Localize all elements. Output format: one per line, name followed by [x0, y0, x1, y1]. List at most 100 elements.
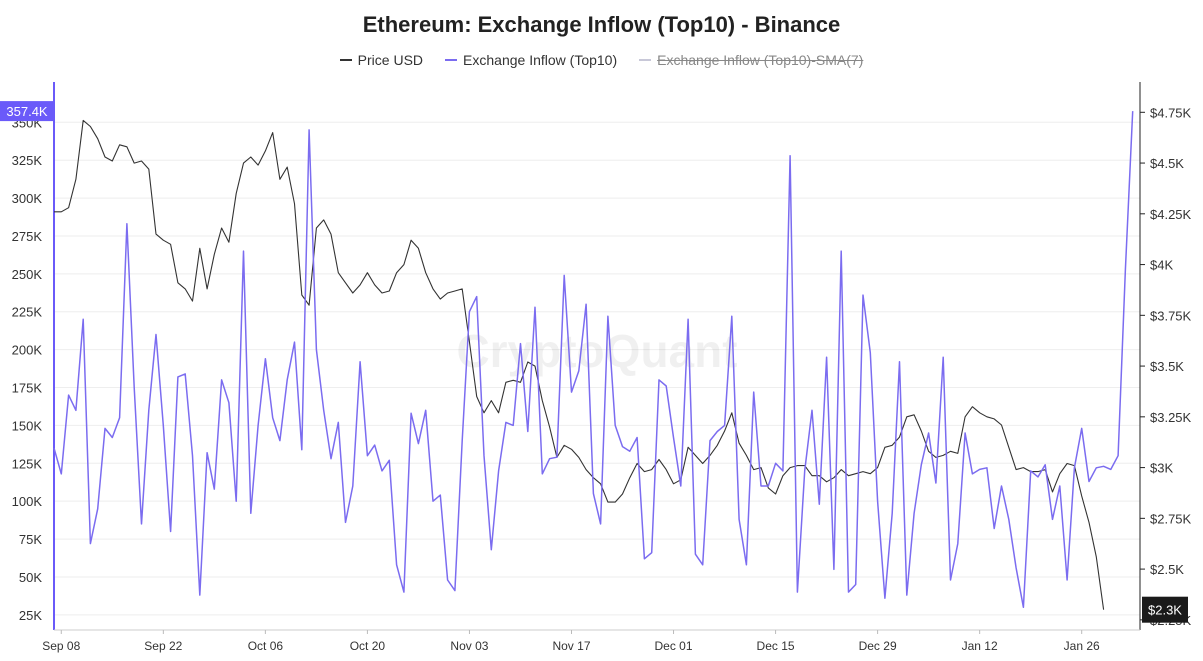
price-point-70 — [563, 444, 566, 447]
price-point-60 — [490, 399, 493, 402]
inflow-point-105 — [818, 503, 821, 506]
legend-item-price[interactable]: Price USD — [339, 52, 423, 68]
price-point-111 — [861, 470, 864, 473]
price-point-128 — [985, 415, 988, 418]
inflow-point-52 — [431, 500, 434, 503]
inflow-point-146 — [1117, 454, 1120, 457]
inflow-point-26 — [242, 250, 245, 253]
price-point-64 — [519, 381, 522, 384]
price-point-5 — [89, 125, 92, 128]
inflow-point-54 — [446, 578, 449, 581]
inflow-point-51 — [424, 409, 427, 412]
y-right-tick-4: $3.25K — [1150, 410, 1192, 425]
price-point-16 — [169, 243, 172, 246]
inflow-point-39 — [337, 421, 340, 424]
price-point-63 — [512, 379, 515, 382]
y-right-tick-6: $3.75K — [1150, 308, 1192, 323]
inflow-point-16 — [169, 530, 172, 533]
inflow-point-28 — [257, 424, 260, 427]
y-left-tick-3: 100K — [12, 494, 43, 509]
inflow-point-144 — [1102, 465, 1105, 468]
inflow-point-121 — [934, 481, 937, 484]
y-left-badge-label: 357.4K — [6, 104, 48, 119]
inflow-point-3 — [74, 409, 77, 412]
inflow-point-9 — [118, 416, 121, 419]
x-tick-7: Dec 15 — [757, 639, 795, 653]
inflow-point-46 — [388, 459, 391, 462]
inflow-point-41 — [351, 484, 354, 487]
inflow-point-142 — [1087, 480, 1090, 483]
price-point-76 — [606, 501, 609, 504]
price-point-119 — [920, 429, 923, 432]
price-point-142 — [1087, 521, 1090, 524]
inflow-point-90 — [708, 439, 711, 442]
inflow-point-127 — [978, 468, 981, 471]
legend-item-inflow-sma[interactable]: Exchange Inflow (Top10)-SMA(7) — [639, 52, 863, 68]
price-point-127 — [978, 411, 981, 414]
inflow-point-139 — [1066, 578, 1069, 581]
price-point-125 — [964, 415, 967, 418]
inflow-point-116 — [898, 360, 901, 363]
price-point-95 — [745, 454, 748, 457]
price-point-116 — [898, 436, 901, 439]
y-left-tick-5: 150K — [12, 418, 43, 433]
y-left-badge-bg — [0, 101, 54, 122]
inflow-point-113 — [876, 500, 879, 503]
inflow-point-132 — [1015, 566, 1018, 569]
inflow-point-135 — [1036, 475, 1039, 478]
inflow-point-78 — [621, 445, 624, 448]
inflow-point-92 — [723, 424, 726, 427]
price-point-1 — [60, 210, 63, 213]
y-right-tick-5: $3.5K — [1150, 359, 1184, 374]
inflow-point-22 — [213, 488, 216, 491]
price-point-144 — [1102, 608, 1105, 611]
price-point-112 — [869, 472, 872, 475]
inflow-point-48 — [402, 591, 405, 594]
price-point-89 — [701, 462, 704, 465]
inflow-point-38 — [329, 457, 332, 460]
inflow-point-10 — [125, 222, 128, 225]
inflow-point-93 — [730, 315, 733, 318]
inflow-point-8 — [111, 436, 114, 439]
price-point-55 — [453, 289, 456, 292]
price-point-28 — [257, 164, 260, 167]
inflow-point-138 — [1058, 484, 1061, 487]
price-point-27 — [249, 155, 252, 158]
price-point-108 — [840, 468, 843, 471]
price-point-56 — [461, 287, 464, 290]
inflow-point-123 — [949, 578, 952, 581]
y-left-tick-2: 75K — [19, 532, 42, 547]
x-tick-2: Oct 06 — [248, 639, 284, 653]
inflow-point-83 — [657, 378, 660, 381]
inflow-point-67 — [541, 472, 544, 475]
price-point-42 — [359, 283, 362, 286]
inflow-point-88 — [694, 553, 697, 556]
inflow-point-19 — [191, 454, 194, 457]
inflow-point-32 — [286, 378, 289, 381]
inflow-point-128 — [985, 466, 988, 469]
legend-item-inflow[interactable]: Exchange Inflow (Top10) — [445, 52, 617, 68]
y-right-tick-10: $4.75K — [1150, 105, 1192, 120]
inflow-point-7 — [103, 427, 106, 430]
inflow-point-102 — [796, 591, 799, 594]
inflow-point-0 — [52, 447, 55, 450]
chart-legend: Price USD Exchange Inflow (Top10) Exchan… — [0, 52, 1203, 68]
inflow-point-110 — [854, 583, 857, 586]
inflow-point-99 — [774, 462, 777, 465]
inflow-point-73 — [585, 303, 588, 306]
inflow-point-117 — [905, 594, 908, 597]
price-point-132 — [1015, 468, 1018, 471]
price-point-82 — [650, 468, 653, 471]
price-point-102 — [796, 464, 799, 467]
inflow-point-68 — [548, 457, 551, 460]
inflow-point-74 — [592, 492, 595, 495]
price-point-48 — [402, 263, 405, 266]
price-point-18 — [184, 287, 187, 290]
price-point-88 — [694, 454, 697, 457]
price-point-109 — [847, 474, 850, 477]
inflow-point-63 — [512, 424, 515, 427]
price-point-13 — [147, 168, 150, 171]
price-point-101 — [789, 466, 792, 469]
inflow-point-15 — [162, 424, 165, 427]
